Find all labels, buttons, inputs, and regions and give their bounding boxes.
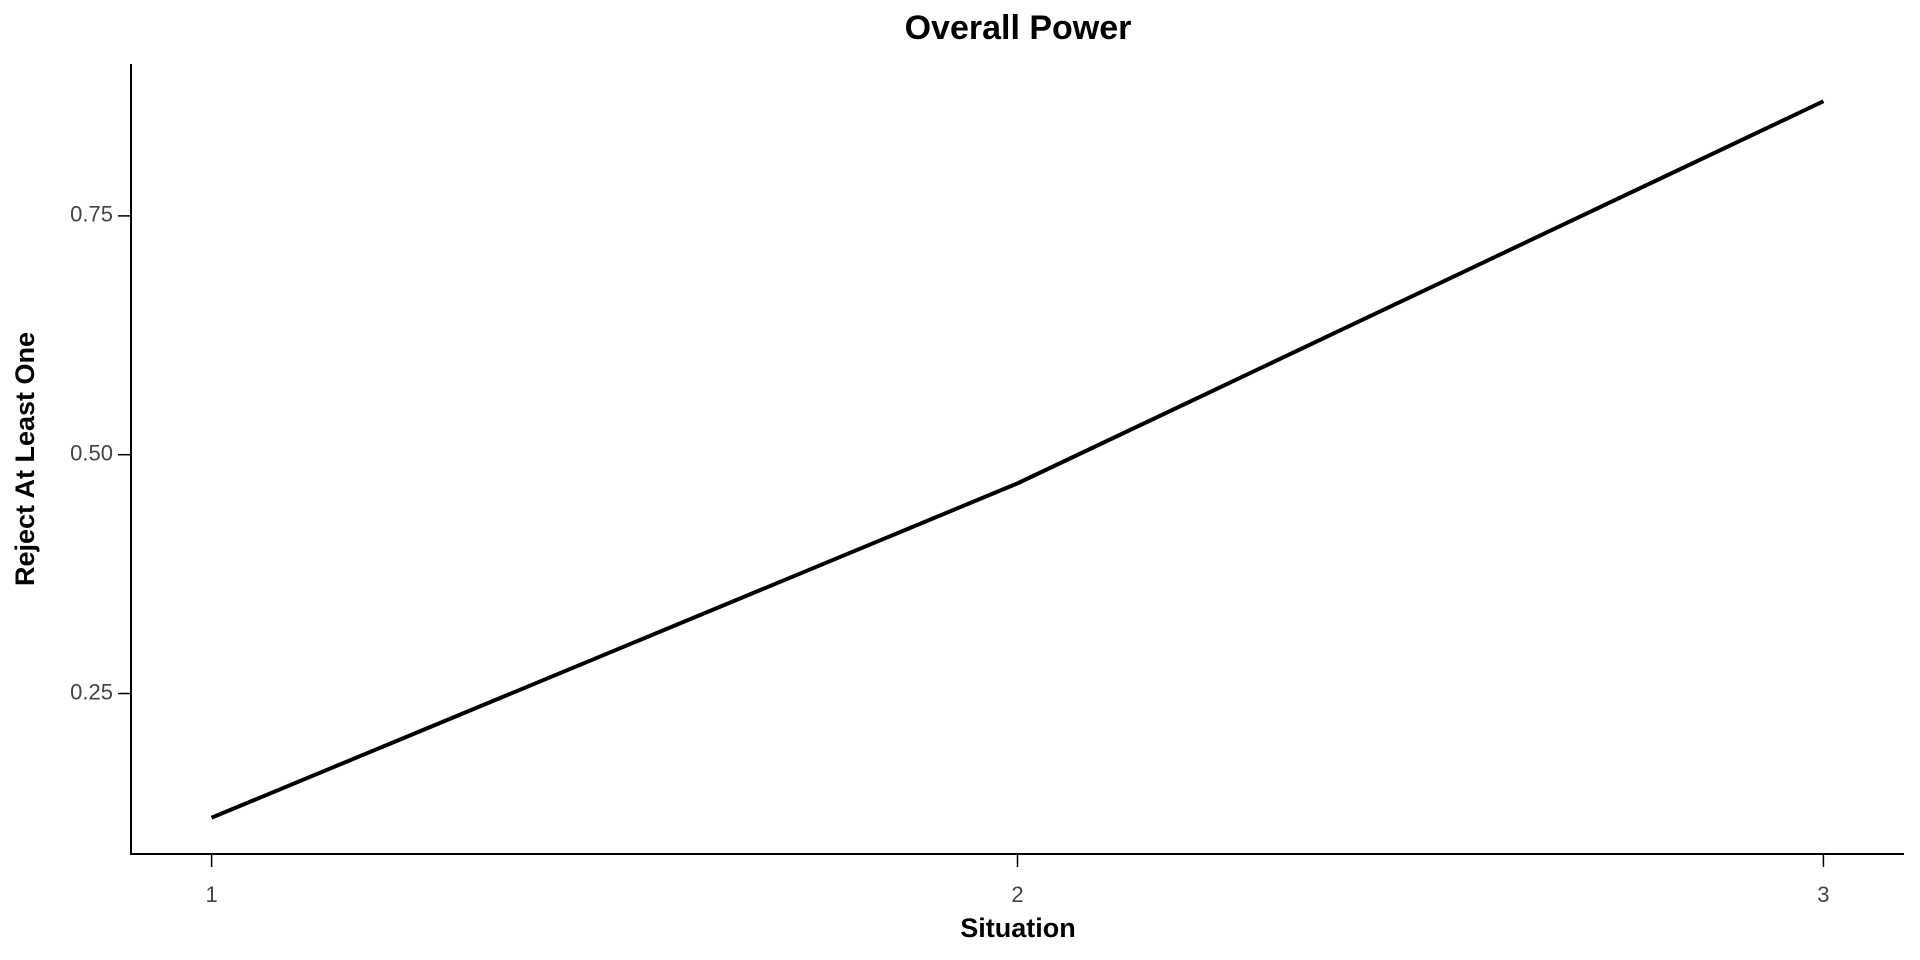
data-line: [210, 99, 1825, 820]
y-axis-label: Reject At Least One: [10, 332, 40, 586]
y-tick-label: 0.75: [70, 202, 113, 227]
y-tick-label: 0.50: [70, 441, 113, 466]
x-tick-label: 1: [205, 882, 217, 907]
y-tick-label: 0.25: [70, 679, 113, 704]
x-tick-label: 2: [1011, 882, 1023, 907]
x-tick-label: 3: [1817, 882, 1829, 907]
x-axis-label: Situation: [960, 913, 1076, 943]
chart-title: Overall Power: [905, 9, 1132, 47]
